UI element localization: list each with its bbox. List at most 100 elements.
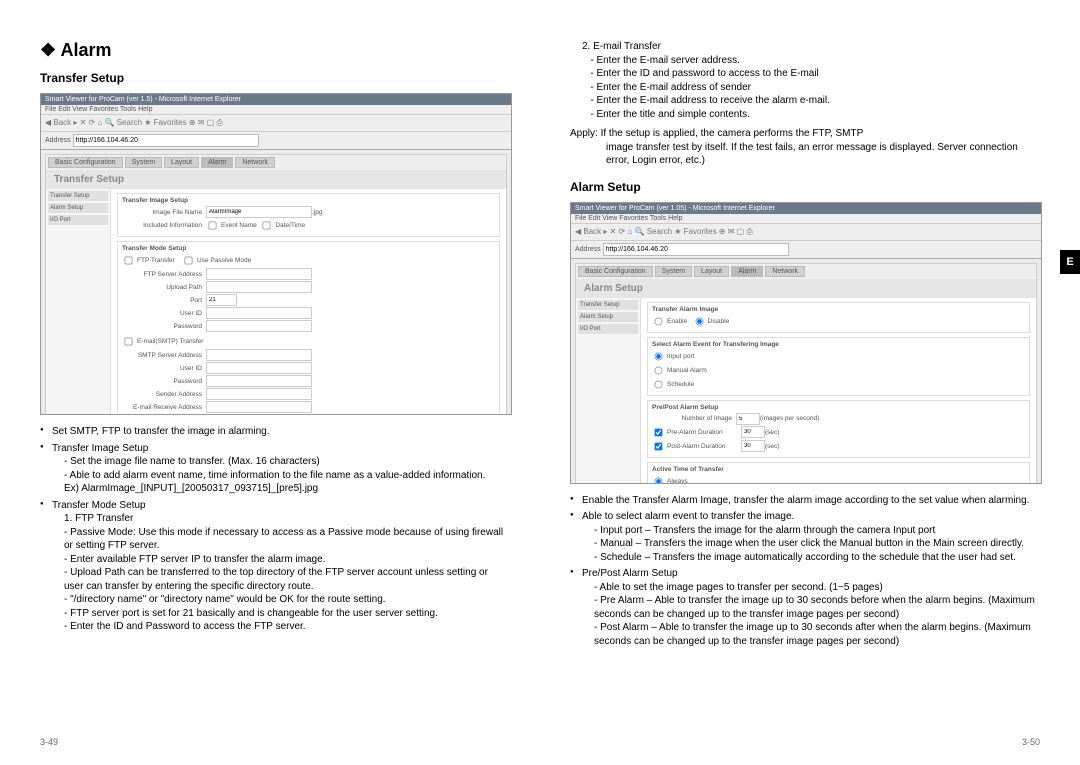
window-menubar: File Edit View Favorites Tools Help [571,214,1041,224]
mode-setup-title: Transfer Mode Setup [122,245,495,252]
smtp-password-label: Password [122,378,206,385]
upload-path-input[interactable] [206,281,312,293]
ftp-userid-label: User ID [122,310,206,317]
prepost-title: Pre/Post Alarm Setup [652,404,1025,411]
bullet-item: Enable the Transfer Alarm Image, transfe… [570,494,1040,508]
window-toolbar: ◀ Back ▸ ✕ ⟳ ⌂ 🔍 Search ★ Favorites ⊕ ✉ … [571,224,1041,241]
ftp-server-input[interactable] [206,268,312,280]
always-radio[interactable] [655,477,663,483]
receive-address-input[interactable] [206,401,312,413]
tab-network[interactable]: Network [765,266,805,277]
smtp-transfer-checkbox[interactable] [125,338,133,346]
bullet-item: Pre/Post Alarm Setup- Able to set the im… [570,567,1040,648]
schedule-radio[interactable] [655,380,663,388]
ftp-server-label: FTP Server Address [122,271,206,278]
enable-radio[interactable] [655,317,663,325]
transfer-alarm-image-title: Transfer Alarm Image [652,306,1025,313]
sender-address-label: Sender Address [122,391,206,398]
alarm-setup-heading: Alarm Setup [570,180,1040,194]
passive-mode-checkbox[interactable] [185,257,193,265]
address-bar: Address [41,132,511,150]
form-area: Transfer Image Setup Image File Name .jp… [111,189,506,415]
window-titlebar: Smart Viewer for ProCam (ver 1.5) - Micr… [41,94,511,105]
image-filename-input[interactable] [206,206,312,218]
receive-address-label: E-mail Receive Address [122,404,206,411]
section-tab-e: E [1060,250,1080,274]
num-image-input[interactable] [736,413,760,425]
prealarm-input[interactable] [741,426,765,438]
prealarm-checkbox[interactable] [655,428,663,436]
manual-alarm-radio[interactable] [655,366,663,374]
address-input[interactable] [73,134,259,147]
page-right: 2. E-mail Transfer - Enter the E-mail se… [540,0,1080,765]
panel-title: Transfer Setup [46,170,506,189]
smtp-password-input[interactable] [206,375,312,387]
bullet-item: Transfer Image Setup- Set the image file… [40,442,510,496]
page-left: ❖ Alarm Transfer Setup Smart Viewer for … [0,0,540,765]
tab-system[interactable]: System [655,266,692,277]
transfer-setup-screenshot: Smart Viewer for ProCam (ver 1.5) - Micr… [40,93,512,415]
postalarm-input[interactable] [741,440,765,452]
sidenav-transfer[interactable]: Transfer Setup [578,300,638,310]
tab-network[interactable]: Network [235,157,275,168]
image-setup-title: Transfer Image Setup [122,197,495,204]
content-area: Basic Configuration System Layout Alarm … [575,263,1037,484]
email-title-input[interactable] [206,414,312,415]
sidenav-alarm[interactable]: Alarm Setup [48,203,108,213]
bullet-item: Able to select alarm event to transfer t… [570,510,1040,564]
smtp-userid-label: User ID [122,365,206,372]
image-filename-label: Image File Name [122,209,206,216]
diamond-icon: ❖ [40,40,60,60]
right-body-text: Enable the Transfer Alarm Image, transfe… [570,494,1040,649]
window-menubar: File Edit View Favorites Tools Help [41,105,511,115]
sender-address-input[interactable] [206,388,312,400]
tab-layout[interactable]: Layout [164,157,199,168]
smtp-server-label: SMTP Server Address [122,352,206,359]
left-body-text: Set SMTP, FTP to transfer the image in a… [40,425,510,634]
window-toolbar: ◀ Back ▸ ✕ ⟳ ⌂ 🔍 Search ★ Favorites ⊕ ✉ … [41,115,511,132]
tab-alarm[interactable]: Alarm [731,266,763,277]
input-port-radio[interactable] [655,352,663,360]
sidenav-ioport[interactable]: I/O Port [48,215,108,225]
ftp-password-input[interactable] [206,320,312,332]
upload-path-label: Upload Path [122,284,206,291]
ftp-userid-input[interactable] [206,307,312,319]
prealarm-label: Pre-Alarm Duration [667,429,741,436]
alarm-heading: ❖ Alarm [40,40,510,61]
sidenav-transfer[interactable]: Transfer Setup [48,191,108,201]
tab-basic[interactable]: Basic Configuration [578,266,653,277]
ftp-transfer-checkbox[interactable] [125,257,133,265]
tab-basic[interactable]: Basic Configuration [48,157,123,168]
content-area: Basic Configuration System Layout Alarm … [45,154,507,415]
num-image-label: Number of Image [652,415,736,422]
tab-layout[interactable]: Layout [694,266,729,277]
config-tabs: Basic Configuration System Layout Alarm … [576,264,1036,279]
smtp-server-input[interactable] [206,349,312,361]
datetime-checkbox[interactable] [263,222,271,230]
apply-block: Apply: If the setup is applied, the came… [570,127,1040,168]
sidenav-alarm[interactable]: Alarm Setup [578,312,638,322]
postalarm-checkbox[interactable] [655,442,663,450]
form-area: Transfer Alarm Image Enable Disable Sele… [641,298,1036,484]
select-event-title: Select Alarm Event for Transfering Image [652,341,1025,348]
active-time-title: Active Time of Transfer [652,466,1025,473]
sidenav-ioport[interactable]: I/O Port [578,324,638,334]
transfer-setup-heading: Transfer Setup [40,71,510,85]
disable-radio[interactable] [695,317,703,325]
tab-system[interactable]: System [125,157,162,168]
address-bar: Address [571,241,1041,259]
included-info-label: Included Information [122,222,206,229]
apply-label: Apply: [570,128,601,139]
window-titlebar: Smart Viewer for ProCam (ver 1.05) - Mic… [571,203,1041,214]
port-input[interactable] [206,294,237,306]
port-label: Port [122,297,206,304]
tab-alarm[interactable]: Alarm [201,157,233,168]
panel-title: Alarm Setup [576,279,1036,298]
email-transfer-text: 2. E-mail Transfer - Enter the E-mail se… [570,40,1040,121]
side-nav: Transfer Setup Alarm Setup I/O Port [46,189,111,415]
event-name-checkbox[interactable] [209,222,217,230]
smtp-userid-input[interactable] [206,362,312,374]
bullet-item: Set SMTP, FTP to transfer the image in a… [40,425,510,439]
address-input[interactable] [603,243,789,256]
ftp-password-label: Password [122,323,206,330]
